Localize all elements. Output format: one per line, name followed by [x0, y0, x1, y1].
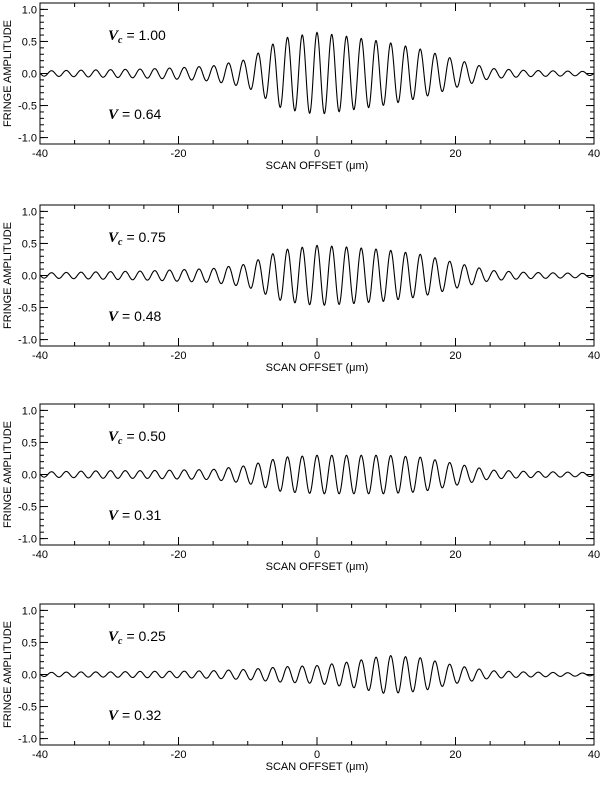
y-tick-label: -0.5: [18, 502, 37, 514]
v-annotation: V = 0.32: [108, 707, 162, 724]
y-tick-label: -1.0: [18, 335, 37, 347]
y-tick-label: 0.0: [22, 271, 37, 283]
y-tick-label: -1.0: [18, 534, 37, 546]
vc-symbol: V: [108, 28, 120, 44]
fringe-panel-3: 1.0 0.5 0.0 -0.5 -1.0 -40 -20 0 20 40 SCAN OFFSET …: [2, 403, 600, 573]
x-tick-label: -20: [171, 749, 187, 761]
y-tick-label: 1.0: [22, 4, 37, 16]
x-axis-title: SCAN OFFSET (μm): [266, 160, 369, 172]
vc-subscript: c: [118, 436, 123, 447]
y-tick-label: 1.0: [22, 405, 37, 417]
y-tick-label: -1.0: [18, 133, 37, 145]
fringe-curve: [39, 244, 595, 306]
y-tick-label: -0.5: [18, 303, 37, 315]
x-tick-label: 0: [314, 749, 320, 761]
x-tick-label: -20: [171, 148, 187, 160]
plot-frame: [39, 2, 595, 145]
v-annotation: V = 0.64: [108, 106, 162, 123]
vc-subscript: c: [118, 35, 123, 46]
y-tick-label: 0.0: [22, 69, 37, 81]
x-tick-label: 20: [449, 549, 461, 561]
x-tick-label: 20: [449, 749, 461, 761]
x-tick-label: -40: [32, 350, 48, 362]
plot-frame: [39, 403, 595, 546]
v-symbol: V: [108, 107, 120, 123]
y-tick-label: 0.0: [22, 470, 37, 482]
v-symbol: V: [108, 708, 120, 724]
x-tick-label: 20: [449, 350, 461, 362]
vc-symbol: V: [108, 230, 120, 246]
fringe-panel-4: 1.0 0.5 0.0 -0.5 -1.0 -40 -20 0 20 40 SCAN OFFSET …: [2, 603, 600, 773]
vc-value: = 1.00: [126, 27, 166, 43]
y-tick-label: -0.5: [18, 702, 37, 714]
vc-subscript: c: [118, 636, 123, 647]
y-axis-title: FRINGE AMPLITUDE: [2, 222, 14, 329]
fringe-curve: [39, 454, 595, 495]
vc-symbol: V: [108, 429, 120, 445]
vc-annotation: Vc = 0.75: [108, 229, 166, 248]
x-tick-label: -40: [32, 749, 48, 761]
v-value: = 0.48: [122, 308, 162, 324]
v-symbol: V: [108, 309, 120, 325]
y-axis-title: FRINGE AMPLITUDE: [2, 621, 14, 728]
y-tick-label: 1.0: [22, 605, 37, 617]
x-tick-label: 20: [449, 148, 461, 160]
y-axis-title: FRINGE AMPLITUDE: [2, 421, 14, 528]
x-tick-label: -20: [171, 549, 187, 561]
vc-value: = 0.50: [126, 428, 166, 444]
x-tick-label: -20: [171, 350, 187, 362]
x-tick-label: 40: [588, 350, 600, 362]
x-axis-title: SCAN OFFSET (μm): [266, 362, 369, 374]
x-tick-label: 0: [314, 148, 320, 160]
x-tick-label: -40: [32, 148, 48, 160]
v-annotation: V = 0.48: [108, 308, 162, 325]
fringe-curve: [39, 654, 595, 694]
y-tick-label: 0.5: [22, 36, 37, 48]
fringe-panel-2: 1.0 0.5 0.0 -0.5 -1.0 -40 -20 0 20 40 SCAN OFFSET …: [2, 204, 600, 374]
v-value: = 0.64: [122, 106, 162, 122]
x-axis-title: SCAN OFFSET (μm): [266, 561, 369, 573]
x-tick-label: -40: [32, 549, 48, 561]
y-tick-label: 0.5: [22, 238, 37, 250]
v-value: = 0.31: [122, 507, 162, 523]
y-tick-label: 0.5: [22, 637, 37, 649]
v-value: = 0.32: [122, 707, 162, 723]
vc-subscript: c: [118, 237, 123, 248]
vc-annotation: Vc = 0.50: [108, 428, 166, 447]
y-tick-label: -0.5: [18, 101, 37, 113]
vc-annotation: Vc = 1.00: [108, 27, 166, 46]
fringe-panel-1: 1.0 0.5 0.0 -0.5 -1.0 -40 -20 0 20 40 SCAN OFFSET …: [2, 2, 600, 172]
y-axis-title: FRINGE AMPLITUDE: [2, 20, 14, 127]
vc-annotation: Vc = 0.25: [108, 628, 166, 647]
y-tick-label: 0.0: [22, 670, 37, 682]
x-tick-label: 40: [588, 549, 600, 561]
plot-frame: [39, 204, 595, 347]
vc-symbol: V: [108, 629, 120, 645]
x-tick-label: 40: [588, 148, 600, 160]
v-annotation: V = 0.31: [108, 507, 162, 524]
y-tick-label: -1.0: [18, 734, 37, 746]
x-axis-title: SCAN OFFSET (μm): [266, 761, 369, 773]
fringe-curve: [39, 31, 595, 115]
plot-frame: [39, 603, 595, 746]
x-tick-label: 0: [314, 350, 320, 362]
vc-value: = 0.75: [126, 229, 166, 245]
x-tick-label: 0: [314, 549, 320, 561]
v-symbol: V: [108, 508, 120, 524]
x-tick-label: 40: [588, 749, 600, 761]
y-tick-label: 1.0: [22, 206, 37, 218]
y-tick-label: 0.5: [22, 437, 37, 449]
vc-value: = 0.25: [126, 628, 166, 644]
